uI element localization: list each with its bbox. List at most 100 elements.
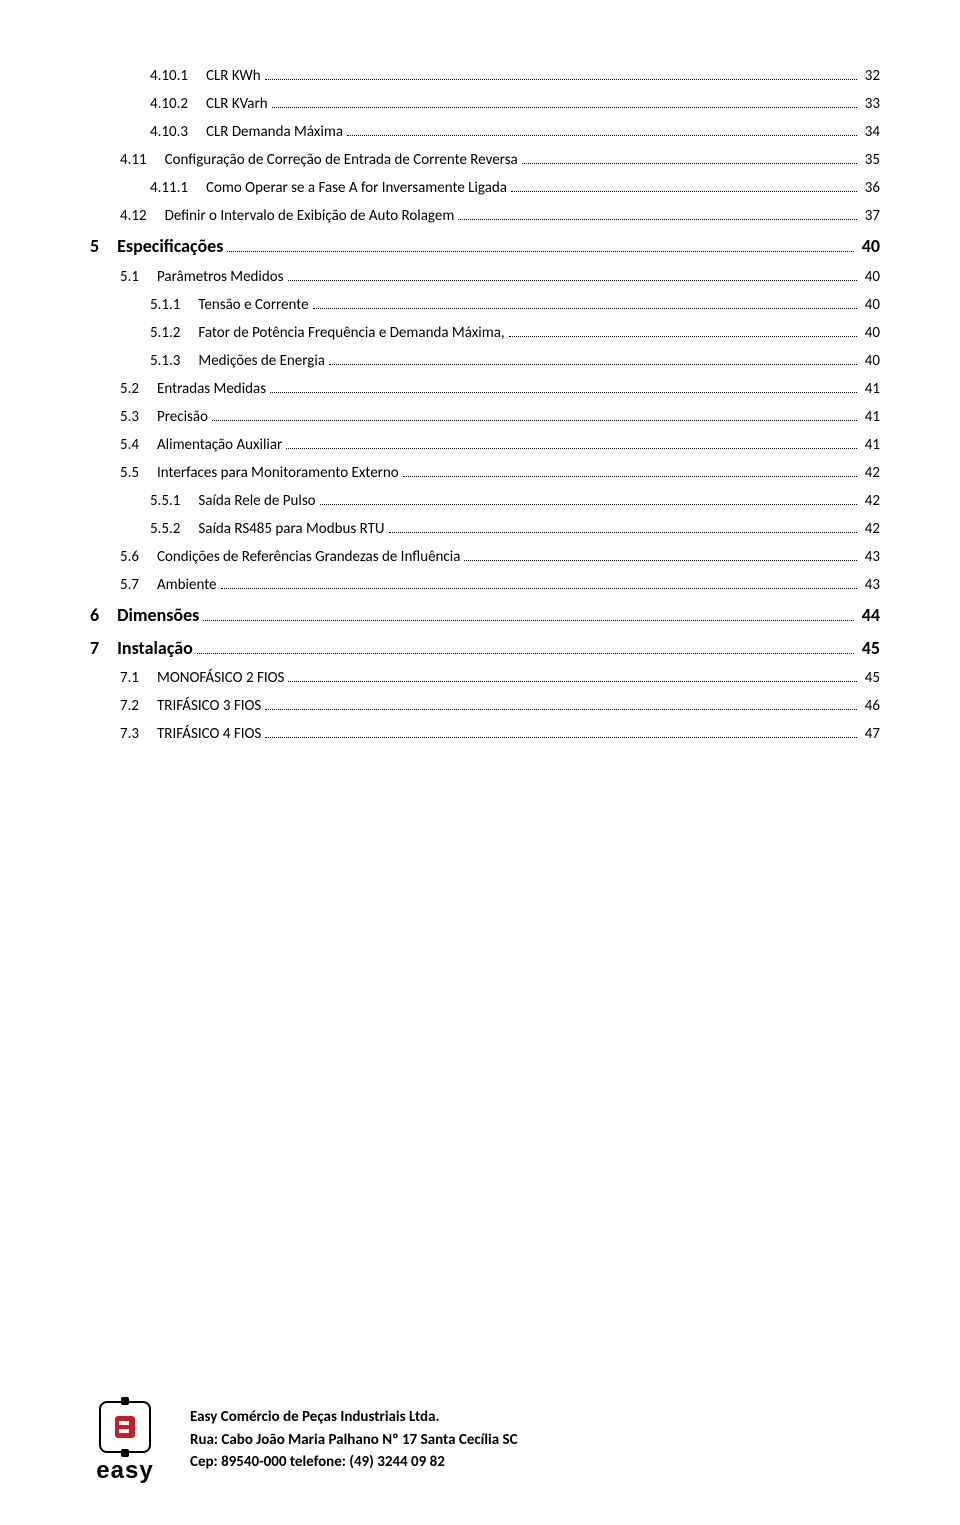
toc-number: 5.6 [120, 545, 157, 569]
company-logo: easy [80, 1395, 170, 1485]
toc-title: Instalação [117, 634, 193, 663]
toc-number: 7.2 [120, 694, 157, 718]
toc-entry: 5.5Interfaces para Monitoramento Externo… [80, 461, 880, 485]
toc-leader [464, 560, 856, 561]
toc-page-number: 43 [861, 573, 880, 597]
toc-number: 4.10.3 [150, 120, 206, 144]
company-contact: Cep: 89540-000 telefone: (49) 3244 09 82 [190, 1451, 518, 1474]
toc-page-number: 42 [861, 489, 880, 513]
toc-title: Entradas Medidas [157, 377, 266, 401]
toc-title: Tensão e Corrente [198, 293, 308, 317]
toc-title: Como Operar se a Fase A for Inversamente… [206, 176, 507, 200]
toc-entry: 5.6Condições de Referências Grandezas de… [80, 545, 880, 569]
toc-page-number: 42 [861, 517, 880, 541]
toc-title: Fator de Potência Frequência e Demanda M… [198, 321, 504, 345]
toc-entry: 4.10.3CLR Demanda Máxima 34 [80, 120, 880, 144]
toc-leader [288, 280, 857, 281]
toc-leader [227, 251, 853, 252]
toc-number: 5.1.1 [150, 293, 198, 317]
toc-entry: 5.7Ambiente 43 [80, 573, 880, 597]
toc-entry: 7.3TRIFÁSICO 4 FIOS47 [80, 722, 880, 746]
toc-page-number: 43 [861, 545, 880, 569]
toc-leader [313, 308, 857, 309]
toc-entry: 4.10.1CLR KWh32 [80, 64, 880, 88]
toc-page-number: 40 [861, 321, 880, 345]
toc-number: 7.3 [120, 722, 157, 746]
toc-entry: 5.1.3Medições de Energia40 [80, 349, 880, 373]
toc-leader [286, 448, 857, 449]
toc-leader [270, 392, 857, 393]
toc-number: 4.11.1 [150, 176, 206, 200]
company-name: Easy Comércio de Peças Industriais Ltda. [190, 1406, 518, 1429]
toc-leader [265, 709, 856, 710]
toc-page-number: 35 [861, 148, 880, 172]
toc-title: CLR Demanda Máxima [206, 120, 343, 144]
toc-title: TRIFÁSICO 3 FIOS [157, 694, 261, 718]
toc-entry: 4.10.2CLR KVarh33 [80, 92, 880, 116]
toc-page-number: 40 [861, 349, 880, 373]
toc-page-number: 44 [858, 601, 880, 630]
toc-page-number: 40 [861, 293, 880, 317]
toc-leader [197, 653, 854, 654]
toc-title: CLR KWh [206, 64, 261, 88]
toc-page-number: 37 [861, 204, 880, 228]
toc-entry: 5.1Parâmetros Medidos40 [80, 265, 880, 289]
toc-page-number: 46 [861, 694, 880, 718]
toc-leader [265, 737, 856, 738]
toc-number: 5.5.1 [150, 489, 198, 513]
toc-title: Condições de Referências Grandezas de In… [157, 545, 460, 569]
toc-title: CLR KVarh [206, 92, 268, 116]
toc-leader [458, 219, 856, 220]
toc-number: 4.12 [120, 204, 165, 228]
toc-title: Alimentação Auxiliar [157, 433, 282, 457]
toc-leader [265, 79, 857, 80]
toc-number: 5.4 [120, 433, 157, 457]
toc-title: Saída RS485 para Modbus RTU [198, 517, 384, 541]
footer-address: Easy Comércio de Peças Industriais Ltda.… [190, 1406, 518, 1474]
toc-title: Ambiente [157, 573, 217, 597]
toc-entry: 5.4Alimentação Auxiliar41 [80, 433, 880, 457]
toc-entry: 5.1.1Tensão e Corrente 40 [80, 293, 880, 317]
toc-entry: 6Dimensões44 [80, 601, 880, 630]
toc-number: 5.2 [120, 377, 157, 401]
toc-entry: 5.5.1Saída Rele de Pulso42 [80, 489, 880, 513]
toc-number: 7 [90, 634, 117, 663]
toc-leader [221, 588, 857, 589]
toc-title: Parâmetros Medidos [157, 265, 284, 289]
toc-number: 5.7 [120, 573, 157, 597]
table-of-contents: 4.10.1CLR KWh324.10.2CLR KVarh334.10.3CL… [80, 64, 880, 746]
toc-leader [329, 364, 857, 365]
toc-leader [347, 135, 857, 136]
toc-page-number: 40 [861, 265, 880, 289]
toc-page-number: 33 [861, 92, 880, 116]
toc-title: Precisão [157, 405, 208, 429]
toc-number: 4.11 [120, 148, 165, 172]
toc-page-number: 40 [858, 232, 880, 261]
toc-number: 6 [90, 601, 117, 630]
toc-leader [509, 336, 857, 337]
toc-page-number: 36 [861, 176, 880, 200]
toc-entry: 5.5.2Saída RS485 para Modbus RTU 42 [80, 517, 880, 541]
toc-leader [212, 420, 857, 421]
toc-leader [320, 504, 857, 505]
toc-entry: 4.11Configuração de Correção de Entrada … [80, 148, 880, 172]
toc-page-number: 45 [858, 634, 880, 663]
toc-number: 5.5.2 [150, 517, 198, 541]
toc-title: Definir o Intervalo de Exibição de Auto … [165, 204, 455, 228]
toc-entry: 4.12Definir o Intervalo de Exibição de A… [80, 204, 880, 228]
toc-leader [288, 681, 856, 682]
toc-title: MONOFÁSICO 2 FIOS [157, 666, 284, 690]
toc-entry: 7.1MONOFÁSICO 2 FIOS 45 [80, 666, 880, 690]
toc-entry: 5.3Precisão41 [80, 405, 880, 429]
toc-title: Configuração de Correção de Entrada de C… [165, 148, 518, 172]
toc-entry: 5Especificações40 [80, 232, 880, 261]
toc-page-number: 34 [861, 120, 880, 144]
toc-page-number: 32 [861, 64, 880, 88]
toc-entry: 7.2TRIFÁSICO 3 FIOS 46 [80, 694, 880, 718]
toc-number: 5.1.2 [150, 321, 198, 345]
toc-page-number: 45 [861, 666, 880, 690]
logo-icon [99, 1401, 151, 1453]
toc-entry: 7Instalação 45 [80, 634, 880, 663]
toc-entry: 4.11.1Como Operar se a Fase A for Invers… [80, 176, 880, 200]
toc-number: 7.1 [120, 666, 157, 690]
